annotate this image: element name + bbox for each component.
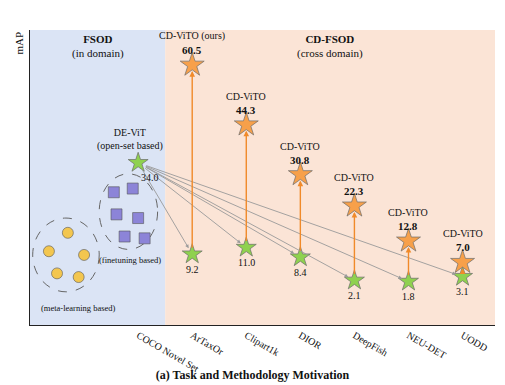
- svg-text:mAP: mAP: [13, 32, 25, 55]
- svg-text:CD-ViTO: CD-ViTO: [334, 172, 374, 183]
- svg-text:44.3: 44.3: [236, 104, 256, 116]
- svg-text:11.0: 11.0: [238, 257, 255, 268]
- svg-text:12.8: 12.8: [398, 220, 418, 232]
- svg-text:34.0: 34.0: [141, 172, 159, 183]
- svg-text:22.3: 22.3: [344, 185, 364, 197]
- svg-text:(meta-learning based): (meta-learning based): [41, 303, 116, 313]
- svg-text:NEU-DET: NEU-DET: [405, 330, 448, 361]
- svg-text:30.8: 30.8: [290, 154, 310, 166]
- svg-text:COCO Novel Set: COCO Novel Set: [135, 330, 201, 375]
- svg-text:Clipart1k: Clipart1k: [243, 330, 281, 358]
- svg-text:CD-ViTO: CD-ViTO: [280, 141, 320, 152]
- svg-text:2.1: 2.1: [348, 290, 361, 301]
- svg-text:CD-ViTO (ours): CD-ViTO (ours): [159, 30, 225, 42]
- svg-text:9.2: 9.2: [186, 264, 199, 275]
- svg-text:DE-ViT(open-set based): DE-ViT(open-set based): [97, 127, 163, 152]
- svg-text:FSOD(in domain): FSOD(in domain): [72, 33, 124, 60]
- svg-text:DIOR: DIOR: [297, 330, 324, 352]
- svg-text:ArTaxOr: ArTaxOr: [189, 330, 226, 358]
- svg-text:(a) Task and Methodology Motiv: (a) Task and Methodology Motivation: [156, 368, 350, 382]
- svg-text:DeepFish: DeepFish: [351, 330, 390, 359]
- svg-text:CD-ViTO: CD-ViTO: [226, 91, 266, 102]
- svg-text:UODD: UODD: [459, 330, 490, 354]
- svg-text:1.8: 1.8: [402, 291, 415, 302]
- svg-text:8.4: 8.4: [294, 267, 307, 278]
- svg-text:7.0: 7.0: [456, 241, 470, 253]
- svg-text:3.1: 3.1: [456, 286, 469, 297]
- svg-text:60.5: 60.5: [182, 44, 202, 56]
- svg-text:(finetuning based): (finetuning based): [99, 255, 161, 265]
- svg-text:CD-ViTO: CD-ViTO: [388, 207, 428, 218]
- svg-text:CD-FSOD(cross domain): CD-FSOD(cross domain): [297, 33, 363, 60]
- svg-text:CD-ViTO: CD-ViTO: [443, 228, 483, 239]
